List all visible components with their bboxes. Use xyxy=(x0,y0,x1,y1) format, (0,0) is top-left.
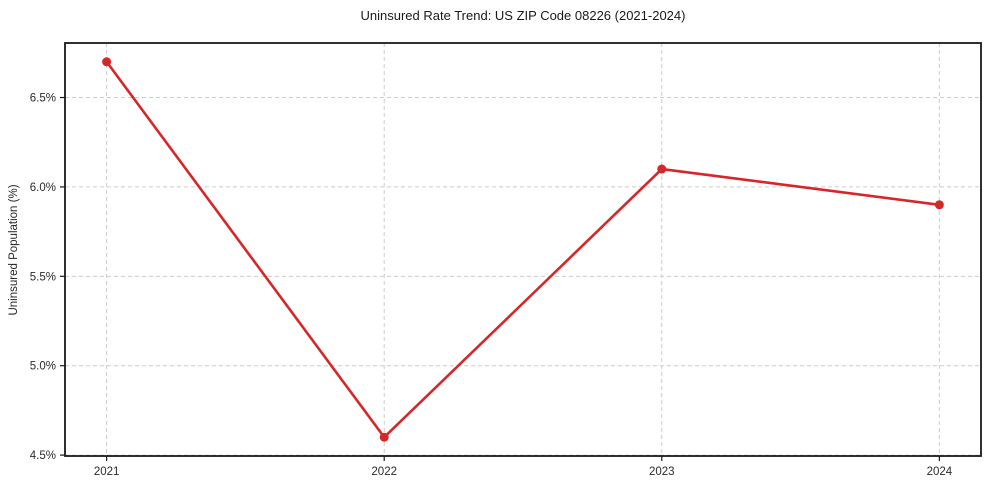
y-tick-label-6.0%: 6.0% xyxy=(30,182,56,194)
x-tick-label-2023: 2023 xyxy=(649,466,675,478)
y-tick-label-5.5%: 5.5% xyxy=(30,271,56,283)
chart-title: Uninsured Rate Trend: US ZIP Code 08226 … xyxy=(360,8,686,23)
data-point-2022 xyxy=(379,432,389,442)
data-point-2021 xyxy=(102,57,112,67)
plot-border xyxy=(64,42,982,457)
series-line-uninsured-rate xyxy=(105,60,941,439)
data-point-2023 xyxy=(657,164,667,174)
y-tick-label-4.5%: 4.5% xyxy=(30,450,56,462)
y-axis-label: Uninsured Population (%) xyxy=(8,184,20,316)
data-point-2024 xyxy=(934,200,944,210)
x-tick-label-2024: 2024 xyxy=(927,466,953,478)
x-tick-label-2021: 2021 xyxy=(94,466,120,478)
x-tick-label-2022: 2022 xyxy=(371,466,397,478)
y-tick-label-5.0%: 5.0% xyxy=(30,361,56,373)
y-tick-label-6.5%: 6.5% xyxy=(30,93,56,105)
